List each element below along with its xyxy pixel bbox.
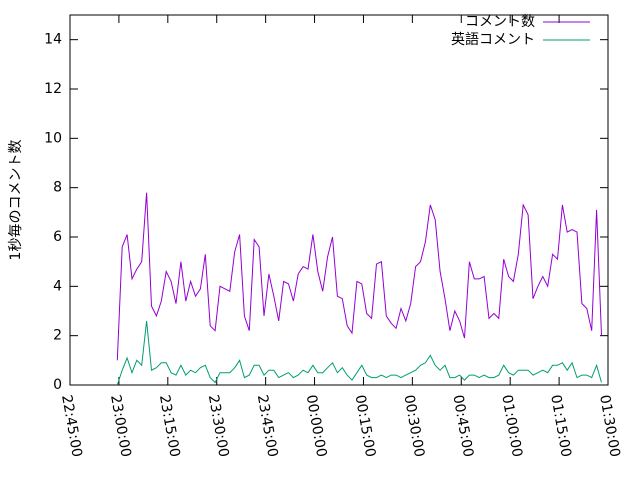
x-tick-label: 00:30:00 — [400, 394, 427, 459]
x-tick-label: 22:45:00 — [58, 394, 85, 459]
y-tick-label: 6 — [53, 229, 62, 245]
x-tick-label: 23:15:00 — [156, 394, 183, 459]
plot-frame — [69, 14, 609, 386]
y-tick-label: 0 — [53, 377, 62, 393]
y-tick-label: 2 — [53, 328, 62, 344]
x-tick-label: 23:30:00 — [205, 394, 232, 459]
data-line — [116, 320, 602, 386]
legend-label: 英語コメント — [451, 31, 535, 48]
x-tick-label: 00:15:00 — [352, 394, 379, 459]
x-tick-label: 23:00:00 — [107, 394, 134, 459]
x-tick-label: 00:45:00 — [449, 394, 476, 459]
data-line — [116, 192, 602, 361]
x-tick-label: 01:30:00 — [596, 394, 623, 459]
y-axis-label: 1秒毎のコメント数 — [8, 140, 24, 261]
y-tick-label: 12 — [44, 81, 62, 97]
legend-label: コメント数 — [465, 14, 535, 30]
y-tick-label: 10 — [44, 130, 62, 146]
x-tick-label: 00:00:00 — [303, 394, 330, 459]
x-tick-label: 23:45:00 — [254, 394, 281, 459]
y-tick-label: 4 — [53, 278, 62, 294]
y-tick-label: 14 — [44, 32, 62, 48]
x-tick-label: 01:00:00 — [498, 394, 525, 459]
y-tick-label: 8 — [53, 180, 62, 196]
x-tick-label: 01:15:00 — [547, 394, 574, 459]
